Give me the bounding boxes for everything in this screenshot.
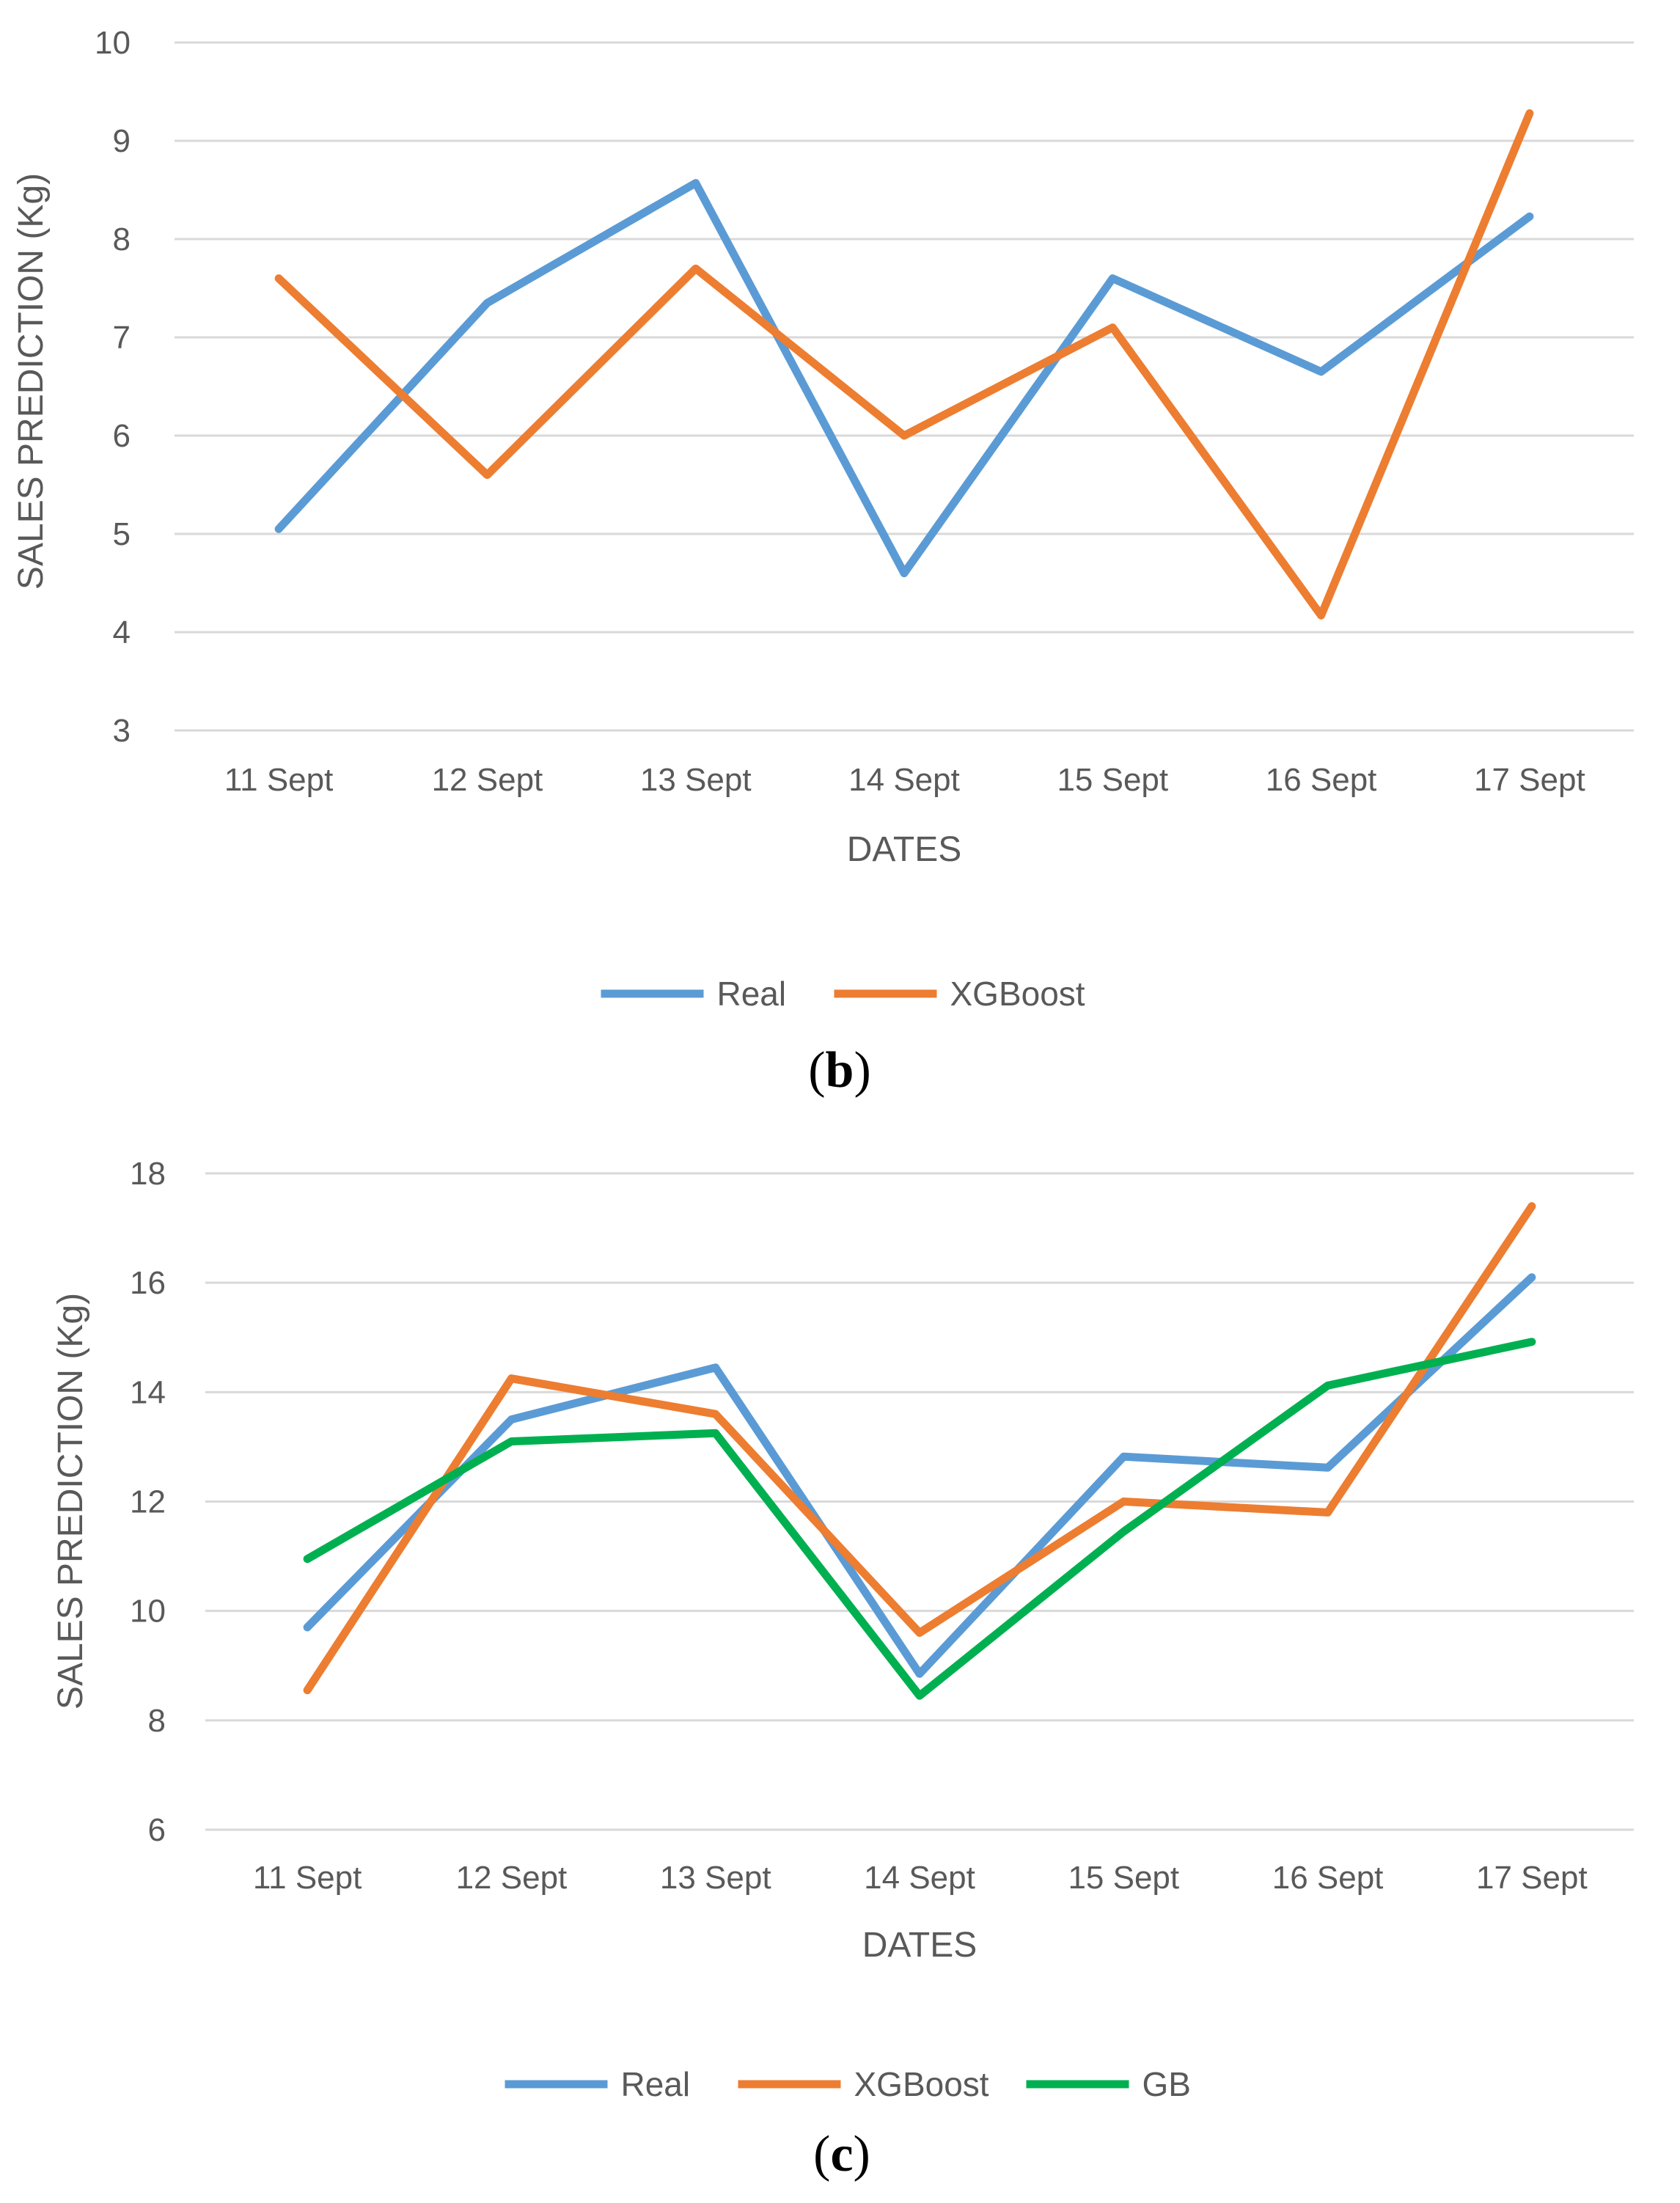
legend-item: XGBoost — [738, 2065, 989, 2103]
y-tick-label: 10 — [95, 25, 131, 61]
y-tick-label: 18 — [130, 1156, 166, 1192]
y-tick-label: 3 — [113, 713, 131, 749]
y-tick-label: 8 — [113, 221, 131, 257]
y-tick-label: 10 — [130, 1594, 166, 1630]
y-tick-label: 6 — [148, 1812, 166, 1848]
x-tick-label: 11 Sept — [253, 1860, 362, 1896]
y-axis-title: SALES PREDICTION (Kg) — [12, 173, 51, 590]
y-tick-label: 7 — [113, 320, 131, 356]
y-tick-label: 9 — [113, 123, 131, 159]
x-axis-title: DATES — [847, 830, 961, 869]
legend: Real XGBoost — [601, 975, 1085, 1013]
x-tick-label: 14 Sept — [864, 1860, 975, 1896]
y-tick-label: 6 — [113, 418, 131, 454]
series-line-real — [303, 1273, 1536, 1678]
y-tick-label: 8 — [148, 1703, 166, 1739]
legend-item: GB — [1026, 2065, 1191, 2103]
y-tick-label: 16 — [130, 1265, 166, 1301]
x-tick-label: 13 Sept — [660, 1860, 771, 1896]
panel-label: (c) — [813, 2126, 870, 2182]
legend-label: Real — [717, 975, 787, 1013]
x-tick-label: 15 Sept — [1068, 1860, 1179, 1896]
series-line-gb — [303, 1338, 1536, 1700]
legend-item: Real — [505, 2065, 691, 2103]
panel-label: (b) — [808, 1042, 871, 1099]
series-line-real — [274, 179, 1534, 578]
legend-label: XGBoost — [950, 975, 1085, 1013]
chart-panel-b: 3 4 5 6 7 8 9 10 11 Sept 12 Sept 13 Sept 14 Sept 15 … — [12, 25, 1634, 1099]
x-tick-label: 12 Sept — [456, 1860, 568, 1896]
x-tick-label: 12 Sept — [432, 762, 543, 798]
legend-item: Real — [601, 975, 787, 1013]
x-tick-label: 13 Sept — [640, 762, 752, 798]
chart-panel-c: 6 8 10 12 14 16 18 11 Sept 12 Sept 13 Sept 14 Sept… — [51, 1156, 1634, 2182]
legend-label: GB — [1142, 2065, 1191, 2103]
x-tick-label: 15 Sept — [1057, 762, 1168, 798]
x-axis-title: DATES — [862, 1926, 977, 1965]
series-line-xgboost — [303, 1202, 1536, 1695]
legend: Real XGBoost GB — [505, 2065, 1191, 2103]
legend-item: XGBoost — [834, 975, 1085, 1013]
x-tick-label: 16 Sept — [1266, 762, 1377, 798]
series-line-xgboost — [274, 109, 1534, 620]
y-axis-title: SALES PREDICTION (Kg) — [51, 1293, 90, 1709]
y-tick-label: 14 — [130, 1374, 166, 1410]
legend-label: Real — [621, 2065, 691, 2103]
y-tick-label: 12 — [130, 1484, 166, 1520]
x-tick-label: 16 Sept — [1272, 1860, 1384, 1896]
y-tick-label: 4 — [113, 615, 131, 650]
x-tick-label: 11 Sept — [224, 762, 333, 798]
legend-label: XGBoost — [854, 2065, 989, 2103]
x-tick-label: 17 Sept — [1474, 762, 1585, 798]
x-tick-label: 14 Sept — [848, 762, 960, 798]
x-tick-label: 17 Sept — [1476, 1860, 1588, 1896]
y-tick-label: 5 — [113, 516, 131, 552]
